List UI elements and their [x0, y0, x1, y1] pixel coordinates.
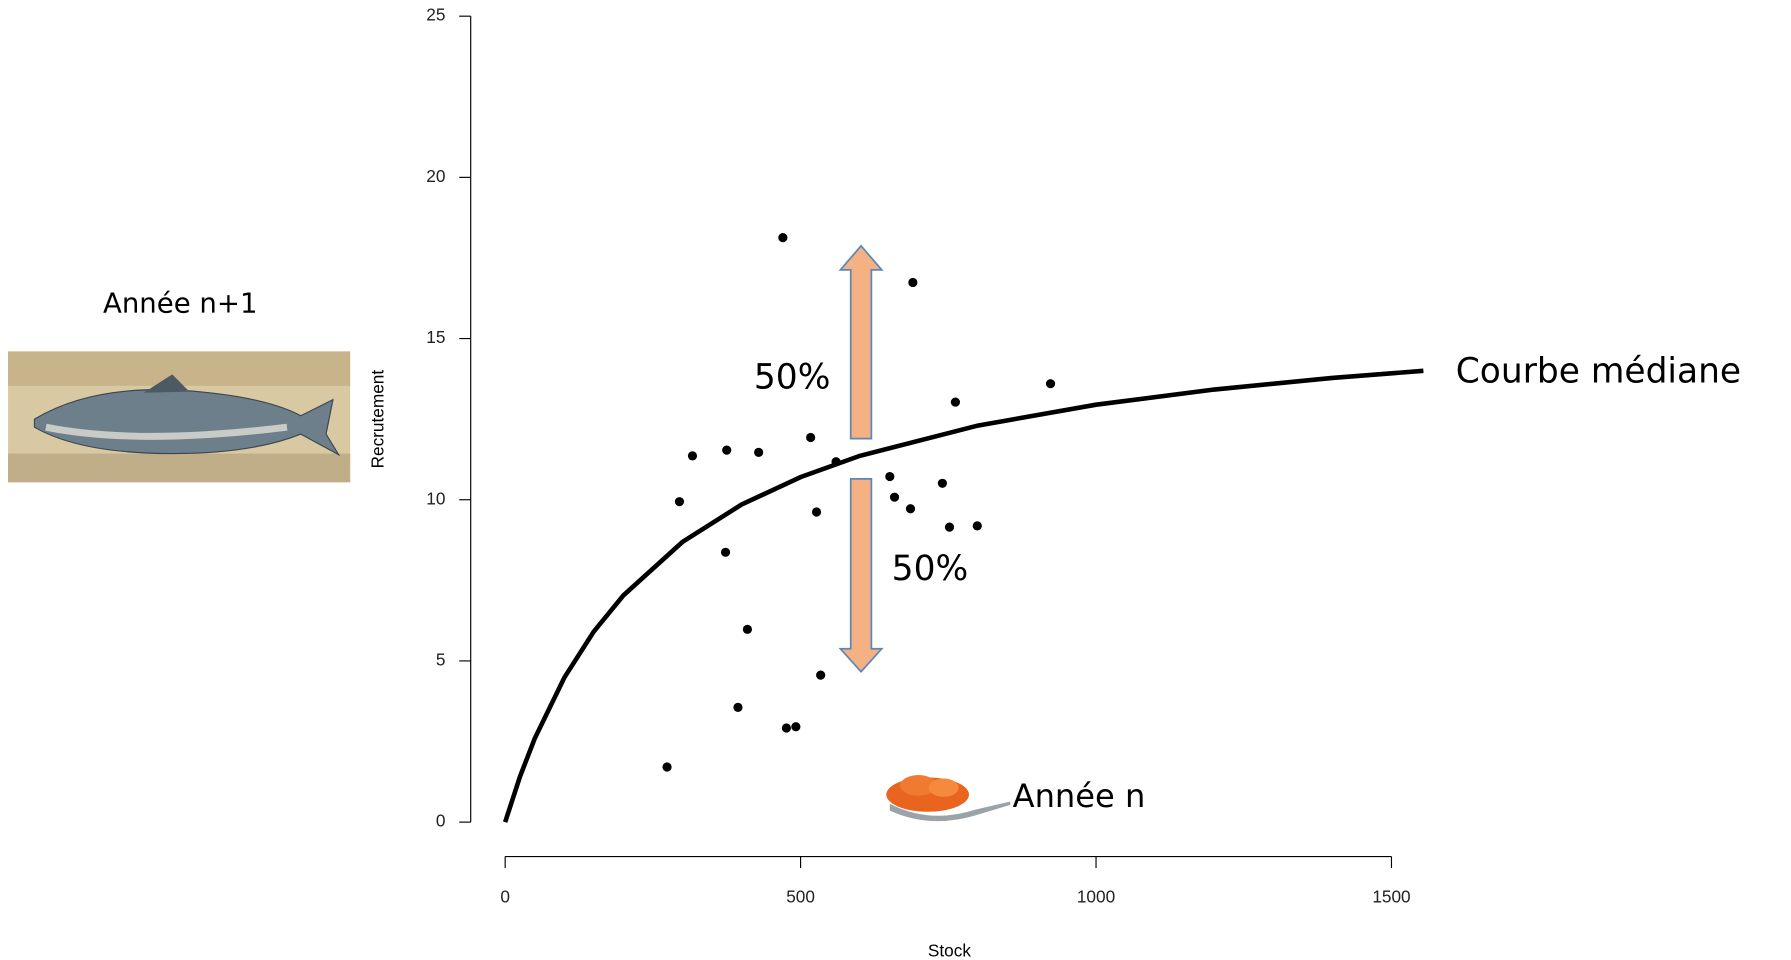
x-tick-label: 0	[500, 886, 510, 906]
data-point	[937, 478, 947, 488]
data-point	[687, 451, 698, 461]
data-point	[816, 670, 826, 680]
data-point	[811, 507, 822, 517]
data-point	[905, 504, 916, 514]
fish-image	[8, 351, 351, 483]
data-point	[950, 397, 960, 407]
curve-label: Courbe médiane	[1456, 352, 1741, 392]
y-tick-label: 20	[426, 166, 445, 186]
data-point	[944, 522, 955, 532]
data-point	[754, 447, 764, 457]
data-point	[722, 445, 732, 455]
y-tick-label: 0	[436, 811, 446, 831]
data-point	[781, 723, 792, 733]
caviar-image	[886, 775, 1011, 822]
annotation: 50%	[754, 357, 831, 397]
y-tick-label: 5	[436, 649, 446, 669]
x-tick-label: 500	[786, 886, 815, 906]
data-point	[778, 233, 788, 243]
data-point	[742, 624, 753, 634]
data-point	[1045, 379, 1056, 389]
annotation: Année n+1	[103, 287, 257, 319]
data-point	[733, 702, 743, 712]
x-tick-label: 1000	[1077, 886, 1115, 906]
y-tick-label: 25	[426, 5, 445, 25]
data-point	[831, 457, 841, 467]
data-point	[889, 492, 900, 502]
annotation: 50%	[892, 549, 969, 589]
down-arrow	[838, 477, 884, 674]
data-point	[908, 277, 918, 288]
data-point	[806, 432, 816, 443]
x-axis-title: Stock	[928, 940, 971, 960]
y-tick-label: 15	[426, 327, 445, 347]
data-point	[791, 722, 801, 732]
data-point	[972, 521, 982, 531]
data-point	[674, 497, 685, 507]
data-point	[662, 762, 672, 772]
median-curve	[502, 368, 1424, 823]
up-arrow	[838, 244, 884, 440]
annotation: Année n	[1013, 777, 1146, 815]
data-point	[720, 547, 731, 557]
y-axis-title: Recrutement	[367, 370, 387, 469]
y-tick-label: 10	[426, 488, 445, 508]
data-point	[885, 471, 895, 482]
x-tick-label: 1500	[1372, 886, 1410, 906]
